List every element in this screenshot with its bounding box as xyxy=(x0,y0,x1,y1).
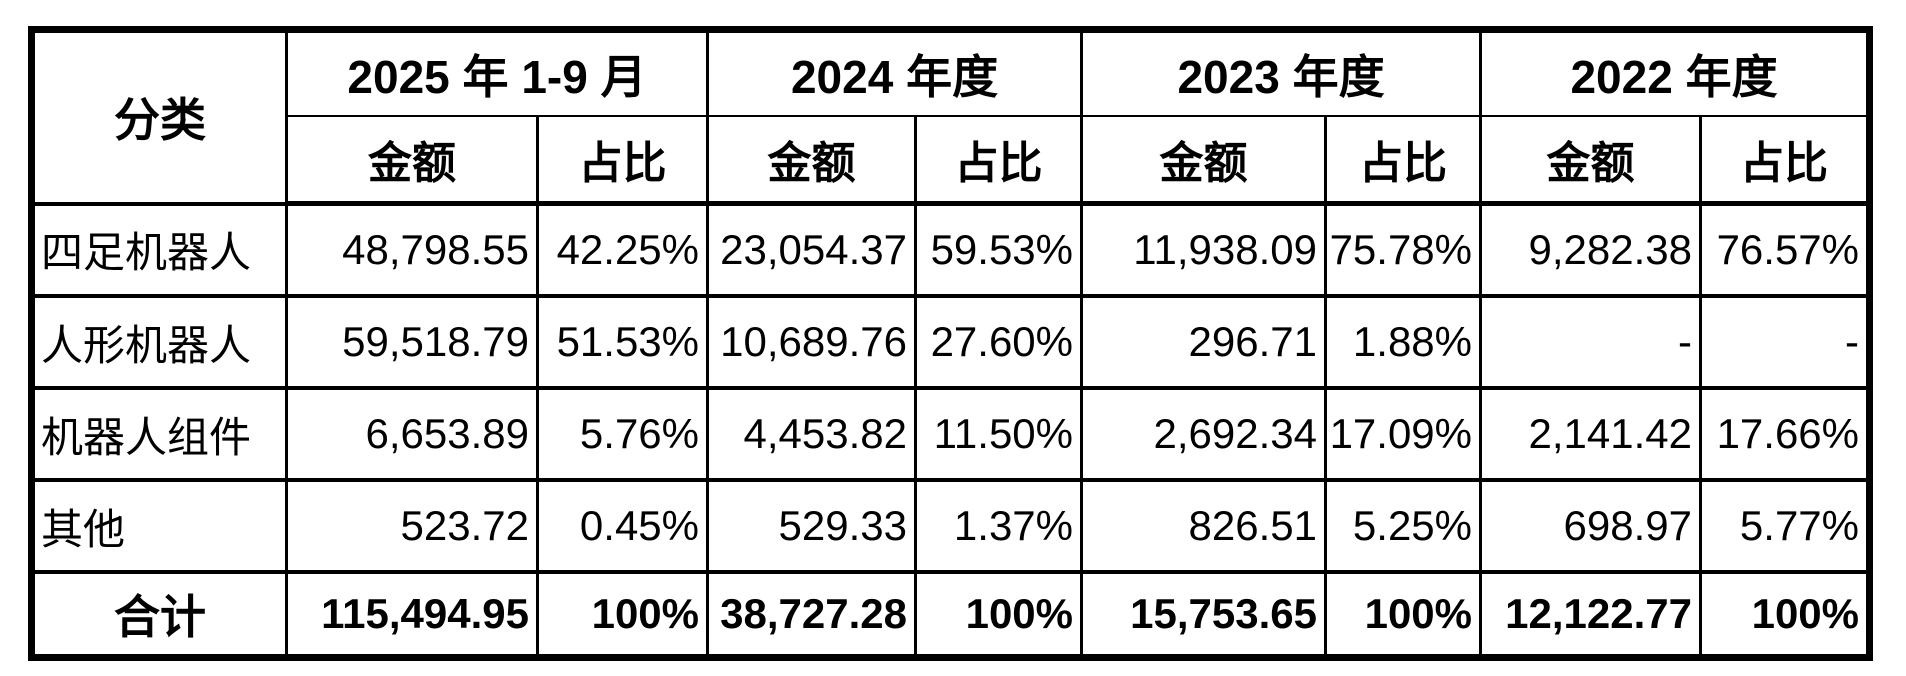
cell-ratio-2023: 1.88% xyxy=(1324,294,1483,390)
cell-ratio-2025: 42.25% xyxy=(535,201,710,298)
total-ratio-2023: 100% xyxy=(1324,570,1483,660)
cell-ratio-2025: 5.76% xyxy=(535,386,710,482)
ratio-header-2024: 占比 xyxy=(914,115,1084,206)
cell-amount-2022: 698.97 xyxy=(1479,478,1703,574)
ratio-header-2025: 占比 xyxy=(535,115,710,206)
cell-ratio-2023: 5.25% xyxy=(1324,478,1483,574)
row-label: 四足机器人 xyxy=(30,201,288,298)
cell-ratio-2024: 11.50% xyxy=(914,386,1084,482)
revenue-breakdown-table: 分类 2025 年 1-9 月 2024 年度 2023 年度 2022 年度 … xyxy=(28,26,1874,661)
row-label: 其他 xyxy=(30,478,288,574)
period-header-2025: 2025 年 1-9 月 xyxy=(284,27,710,117)
cell-amount-2024: 10,689.76 xyxy=(706,294,918,390)
cell-amount-2023: 296.71 xyxy=(1080,294,1328,390)
cell-amount-2024: 23,054.37 xyxy=(706,201,918,298)
revenue-breakdown-table-container: 分类 2025 年 1-9 月 2024 年度 2023 年度 2022 年度 … xyxy=(28,26,1874,661)
cell-amount-2023: 2,692.34 xyxy=(1080,386,1328,482)
cell-amount-2022: 9,282.38 xyxy=(1479,201,1703,298)
total-row-label: 合计 xyxy=(30,570,288,660)
cell-amount-2024: 529.33 xyxy=(706,478,918,574)
amount-header-2025: 金额 xyxy=(285,115,539,206)
total-amount-2025: 115,494.95 xyxy=(285,570,539,660)
cell-ratio-2024: 59.53% xyxy=(914,201,1084,298)
cell-amount-2024: 4,453.82 xyxy=(706,386,918,482)
header-row-periods: 分类 2025 年 1-9 月 2024 年度 2023 年度 2022 年度 xyxy=(30,27,1872,205)
cell-amount-2025: 523.72 xyxy=(285,478,539,574)
total-ratio-2022: 100% xyxy=(1699,570,1872,660)
cell-amount-2025: 59,518.79 xyxy=(285,294,539,390)
cell-ratio-2022: 76.57% xyxy=(1699,201,1872,298)
amount-header-2024: 金额 xyxy=(706,115,918,206)
row-label: 机器人组件 xyxy=(30,386,288,482)
total-amount-2022: 12,122.77 xyxy=(1479,570,1703,660)
cell-ratio-2024: 27.60% xyxy=(914,294,1084,390)
cell-ratio-2022: 5.77% xyxy=(1699,478,1872,574)
row-label: 人形机器人 xyxy=(30,294,288,390)
cell-ratio-2024: 1.37% xyxy=(914,478,1084,574)
total-amount-2024: 38,727.28 xyxy=(706,570,918,660)
cell-ratio-2025: 0.45% xyxy=(535,478,710,574)
table-row-quadruped-robot: 四足机器人 48,798.55 42.25% 23,054.37 59.53% … xyxy=(30,201,1872,298)
total-ratio-2024: 100% xyxy=(914,570,1084,660)
cell-ratio-2022: 17.66% xyxy=(1699,386,1872,482)
cell-amount-2025: 6,653.89 xyxy=(285,386,539,482)
table-row-humanoid-robot: 人形机器人 59,518.79 51.53% 10,689.76 27.60% … xyxy=(30,294,1872,390)
cell-amount-2025: 48,798.55 xyxy=(285,201,539,298)
cell-amount-2022: - xyxy=(1479,294,1703,390)
cell-ratio-2022: - xyxy=(1699,294,1872,390)
amount-header-2023: 金额 xyxy=(1080,115,1328,206)
cell-ratio-2025: 51.53% xyxy=(535,294,710,390)
total-amount-2023: 15,753.65 xyxy=(1080,570,1328,660)
period-header-2024: 2024 年度 xyxy=(706,27,1084,117)
cell-ratio-2023: 75.78% xyxy=(1324,201,1483,298)
table-row-total: 合计 115,494.95 100% 38,727.28 100% 15,753… xyxy=(30,570,1872,660)
cell-amount-2023: 826.51 xyxy=(1080,478,1328,574)
header-row-measures: 金额 占比 金额 占比 金额 占比 金额 占比 xyxy=(32,115,1872,206)
ratio-header-2023: 占比 xyxy=(1324,115,1483,206)
cell-amount-2023: 11,938.09 xyxy=(1080,201,1328,298)
amount-header-2022: 金额 xyxy=(1479,115,1703,206)
period-header-2022: 2022 年度 xyxy=(1479,27,1872,117)
category-column-header: 分类 xyxy=(30,27,288,205)
cell-amount-2022: 2,141.42 xyxy=(1479,386,1703,482)
cell-ratio-2023: 17.09% xyxy=(1324,386,1483,482)
period-header-2023: 2023 年度 xyxy=(1080,27,1483,117)
total-ratio-2025: 100% xyxy=(535,570,710,660)
table-row-other: 其他 523.72 0.45% 529.33 1.37% 826.51 5.25… xyxy=(30,478,1872,574)
ratio-header-2022: 占比 xyxy=(1699,115,1872,206)
table-row-robot-components: 机器人组件 6,653.89 5.76% 4,453.82 11.50% 2,6… xyxy=(30,386,1872,482)
